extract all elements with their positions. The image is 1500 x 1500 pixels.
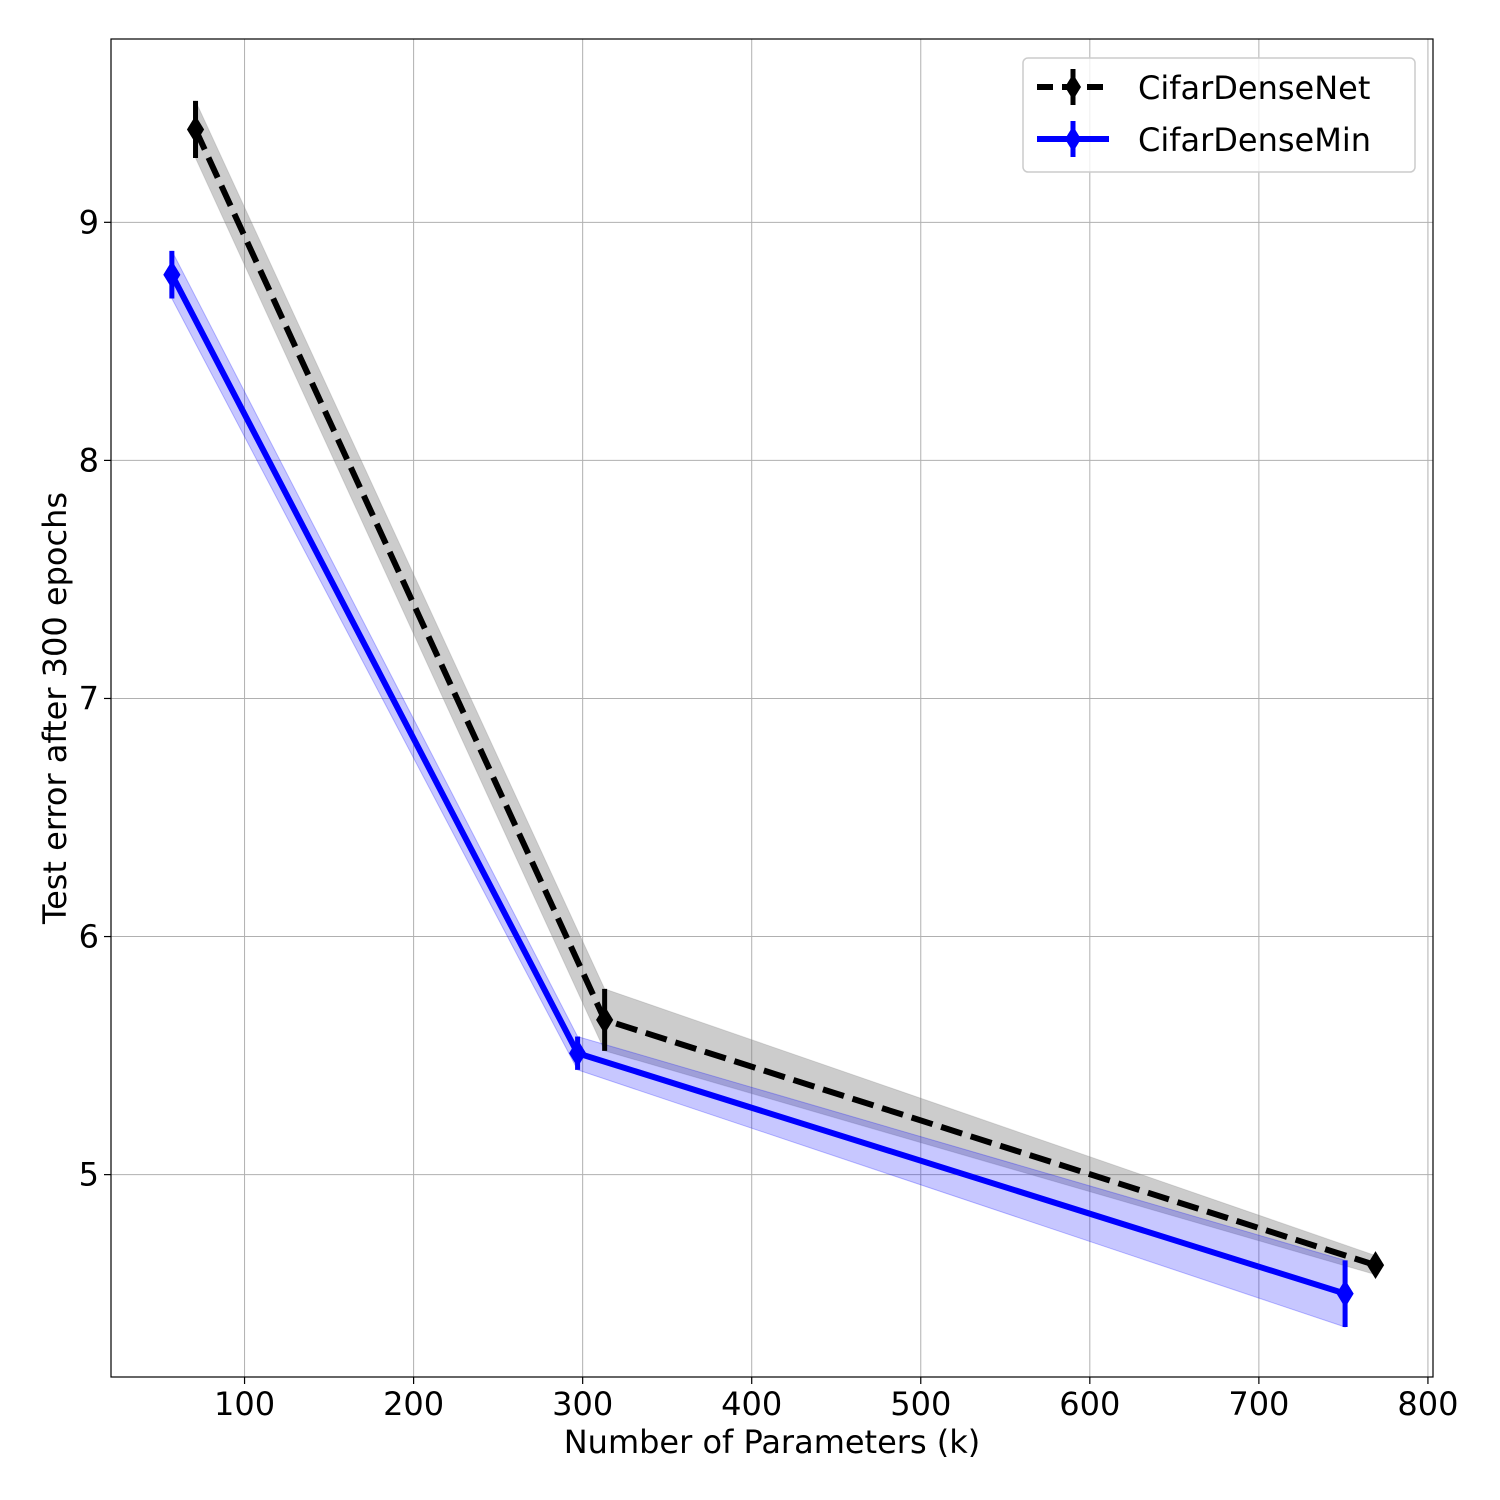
data-point xyxy=(163,260,181,289)
legend-frame xyxy=(1022,57,1416,173)
data-point xyxy=(1336,1279,1354,1308)
data-point xyxy=(569,1039,587,1068)
data-point xyxy=(596,1005,614,1034)
data-point xyxy=(186,115,205,144)
x-tick-label: 400 xyxy=(721,1385,782,1423)
plot-background xyxy=(111,39,1433,1377)
y-tick-label: 9 xyxy=(79,203,99,241)
legend-marker xyxy=(1065,74,1081,100)
grid xyxy=(111,39,1433,1377)
tick-labels: 100 200 300 400 500 600 700 800 5 6 7 8 9 xyxy=(79,203,1459,1423)
y-tick-label: 7 xyxy=(79,679,99,717)
legend-label: CifarDenseMin xyxy=(1138,121,1371,159)
x-tick-label: 800 xyxy=(1397,1385,1458,1423)
x-tick-label: 200 xyxy=(383,1385,444,1423)
legend-entry: CifarDenseMin xyxy=(1037,121,1371,159)
data-markers xyxy=(163,115,1385,1308)
legend: CifarDenseNet CifarDenseMin xyxy=(1022,57,1416,173)
x-tick-label: 700 xyxy=(1228,1385,1289,1423)
data-point xyxy=(1366,1251,1385,1280)
x-tick-label: 100 xyxy=(214,1385,275,1423)
legend-marker xyxy=(1065,126,1081,152)
legend-label: CifarDenseNet xyxy=(1138,69,1370,107)
y-axis-label: Test error after 300 epochs xyxy=(36,492,74,925)
x-axis-label: Number of Parameters (k) xyxy=(564,1423,981,1461)
legend-entry: CifarDenseNet xyxy=(1037,69,1370,107)
y-tick-label: 8 xyxy=(79,441,99,479)
x-tick-label: 500 xyxy=(890,1385,951,1423)
y-tick-label: 6 xyxy=(79,918,99,956)
y-tick-label: 5 xyxy=(79,1156,99,1194)
x-tick-label: 600 xyxy=(1059,1385,1120,1423)
ticks xyxy=(104,221,1429,1384)
x-tick-label: 300 xyxy=(552,1385,613,1423)
plot-frame xyxy=(110,38,1434,1378)
